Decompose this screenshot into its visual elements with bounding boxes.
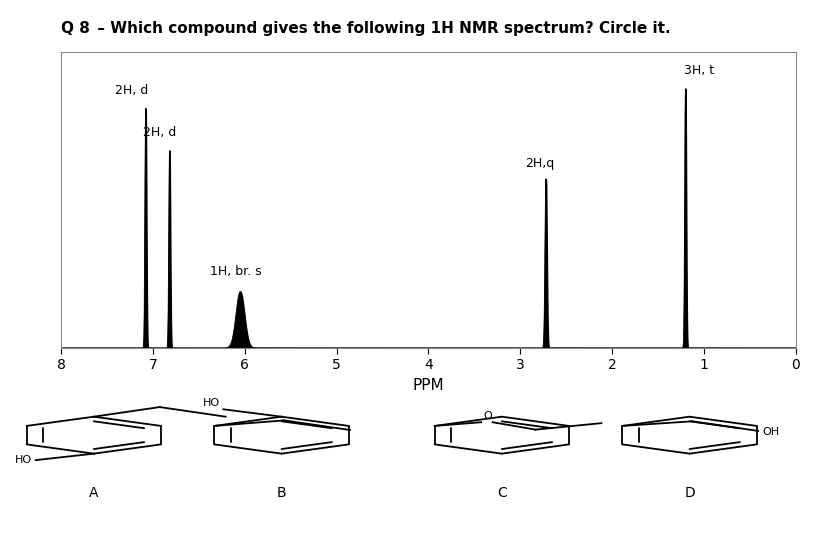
Text: 3H, t: 3H, t (684, 65, 714, 77)
Text: B: B (277, 486, 286, 500)
Text: – Which compound gives the following 1H NMR spectrum? Circle it.: – Which compound gives the following 1H … (92, 21, 671, 36)
Text: 2H,q: 2H,q (525, 157, 554, 170)
Text: 2H, d: 2H, d (115, 84, 149, 97)
Text: C: C (497, 486, 507, 500)
X-axis label: PPM: PPM (413, 378, 444, 393)
Text: 2H, d: 2H, d (143, 127, 176, 139)
Text: OH: OH (762, 427, 779, 437)
Text: 1H, br. s: 1H, br. s (210, 265, 261, 277)
Text: A: A (89, 486, 99, 500)
Text: O: O (484, 410, 492, 421)
Text: D: D (684, 486, 695, 500)
Text: HO: HO (15, 455, 32, 465)
Text: HO: HO (203, 398, 220, 408)
Text: Q 8: Q 8 (61, 21, 90, 36)
